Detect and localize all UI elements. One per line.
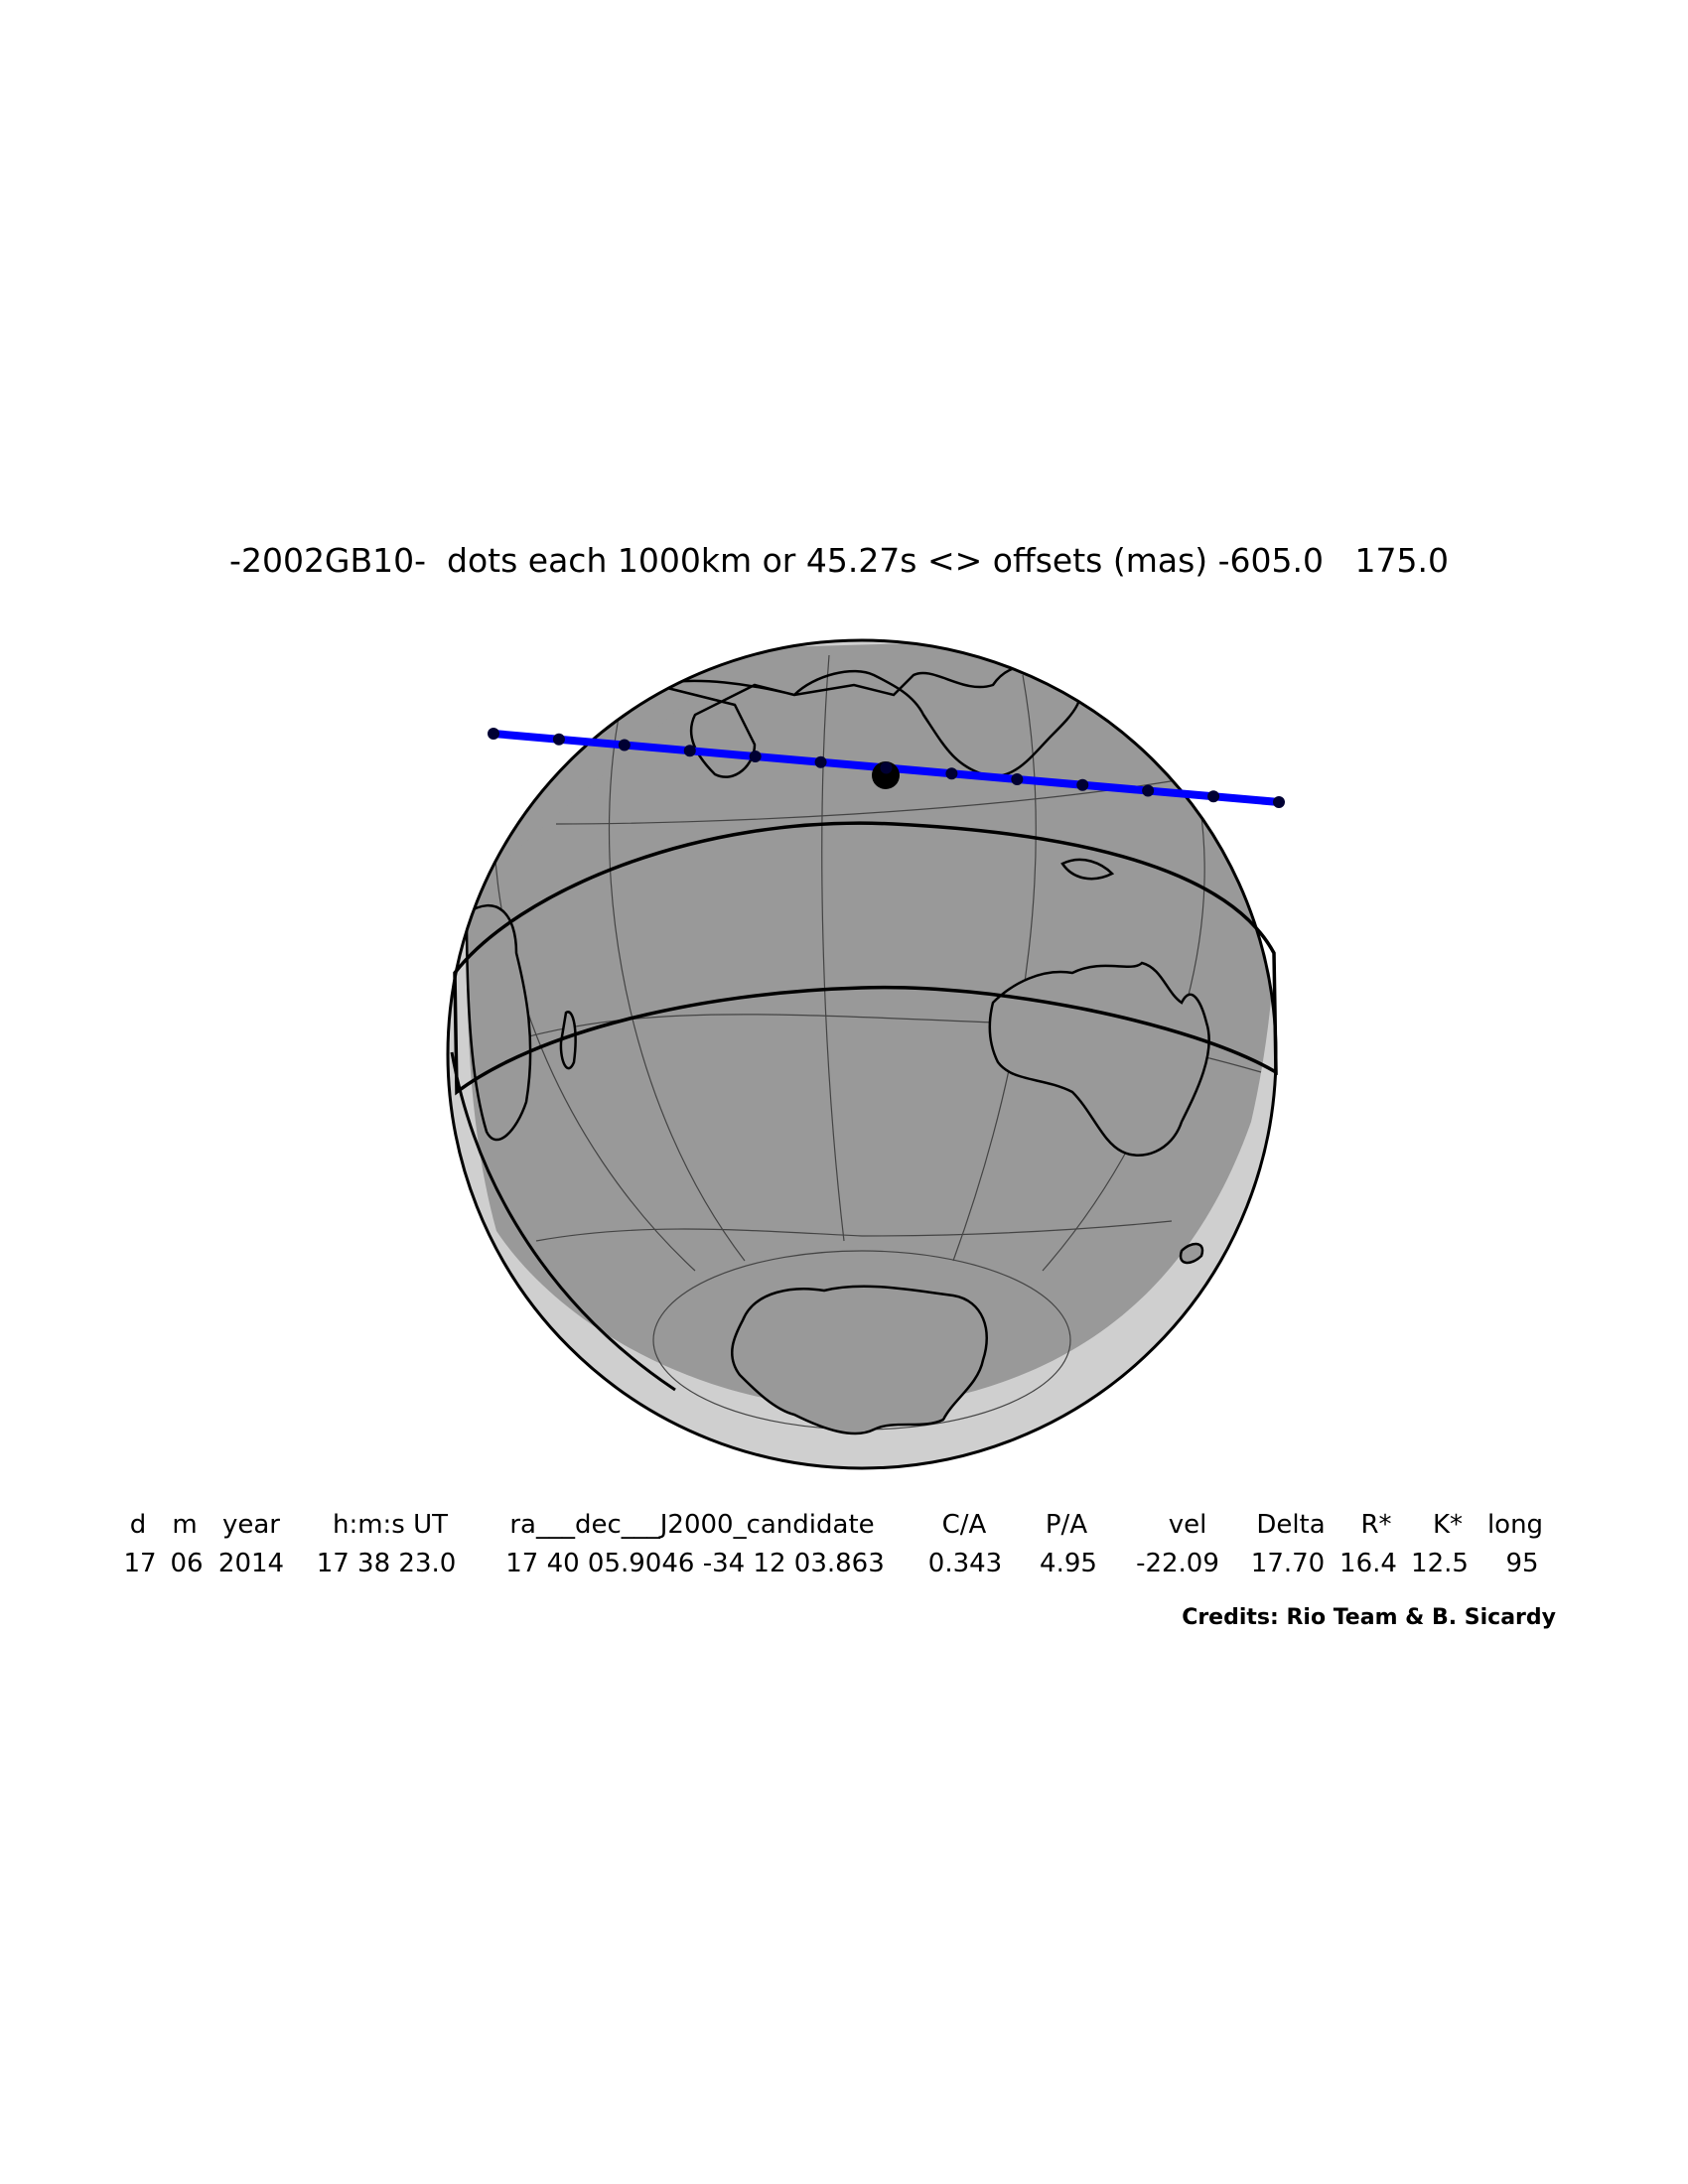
central-instant — [872, 761, 900, 789]
track-dot — [1011, 773, 1024, 785]
table-cell: 06 — [170, 1549, 203, 1578]
table-header: year — [222, 1510, 280, 1540]
table-header: d — [130, 1510, 147, 1540]
table-cell: 17 38 23.0 — [317, 1549, 457, 1578]
table-cell: 17.70 — [1251, 1549, 1325, 1578]
table-header: Delta — [1256, 1510, 1325, 1540]
night-side — [467, 645, 1276, 1410]
table-cell: -22.09 — [1136, 1549, 1219, 1578]
track-dot — [880, 761, 893, 774]
track-dot — [552, 733, 565, 746]
table-cell: 16.4 — [1339, 1549, 1397, 1578]
landmasses — [465, 663, 1210, 1435]
track-dot — [488, 728, 499, 740]
title: -2002GB10- dots each 1000km or 45.27s <>… — [229, 541, 1449, 580]
table-header: long — [1487, 1510, 1543, 1540]
table-header: vel — [1169, 1510, 1207, 1540]
table-cell: 0.343 — [928, 1549, 1002, 1578]
table-header: K* — [1433, 1510, 1463, 1540]
shadow-boundary — [453, 821, 1278, 1096]
track-dot — [618, 739, 631, 751]
table-cell: 95 — [1505, 1549, 1538, 1578]
table-cell: 17 40 05.9046 -34 12 03.863 — [505, 1549, 885, 1578]
shadow-boundary-lower — [450, 1051, 676, 1392]
track-dot — [683, 745, 696, 757]
globe — [446, 638, 1278, 1470]
track-dot — [1273, 796, 1285, 808]
table-header: ra___dec___J2000_candidate — [509, 1510, 874, 1540]
track-dot — [1142, 784, 1155, 797]
occultation-track — [488, 728, 1285, 808]
track-dot — [749, 751, 762, 762]
track-dot — [945, 767, 958, 780]
track-dot — [1207, 790, 1220, 803]
track-dot — [1076, 778, 1089, 791]
table-cell: 4.95 — [1040, 1549, 1097, 1578]
table-header: h:m:s UT — [333, 1510, 448, 1540]
table-cell: 12.5 — [1411, 1549, 1469, 1578]
table-cell: 17 — [123, 1549, 156, 1578]
night-side-top — [467, 642, 716, 893]
table-header: R* — [1360, 1510, 1391, 1540]
event-table: d m year h:m:s UT ra___dec___J2000_candidate… — [123, 1510, 1543, 1578]
track-dot — [814, 755, 827, 768]
table-cell: 2014 — [218, 1549, 284, 1578]
table-header: P/A — [1046, 1510, 1087, 1540]
table-header: m — [172, 1510, 197, 1540]
table-header: C/A — [942, 1510, 987, 1540]
credits: Credits: Rio Team & B. Sicardy — [1182, 1605, 1556, 1630]
